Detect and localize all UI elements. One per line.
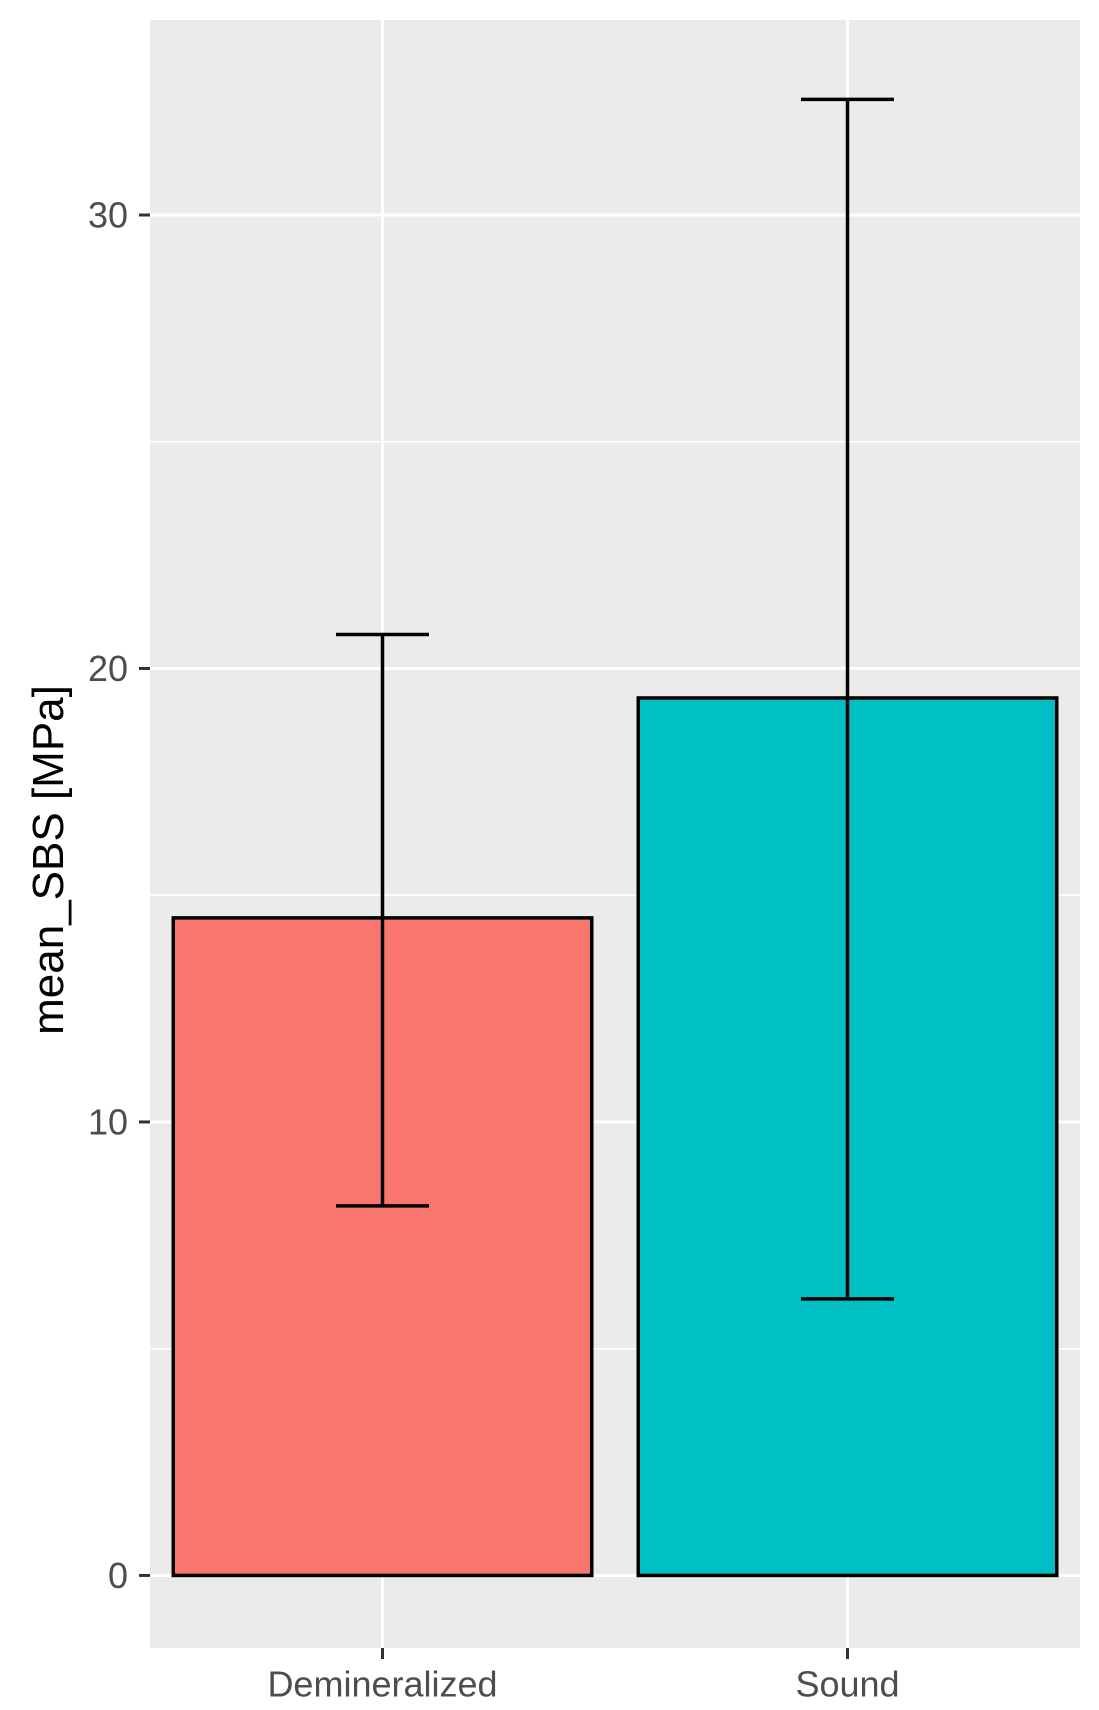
y-axis-title: mean_SBS [MPa] — [24, 685, 73, 1035]
y-tick-label: 10 — [88, 1101, 128, 1142]
y-tick-label: 0 — [108, 1555, 128, 1596]
x-axis: Demineralized Sound — [267, 1648, 900, 1705]
x-tick-label: Sound — [795, 1664, 899, 1705]
error-bar-demineralized — [336, 632, 429, 1208]
y-tick-label: 30 — [88, 194, 128, 235]
y-tick-label: 20 — [88, 648, 128, 689]
error-bar-sound — [801, 97, 894, 1301]
x-tick-label: Demineralized — [267, 1664, 497, 1705]
y-axis: 0 10 20 30 — [88, 194, 150, 1596]
error-bars-group — [336, 97, 894, 1301]
